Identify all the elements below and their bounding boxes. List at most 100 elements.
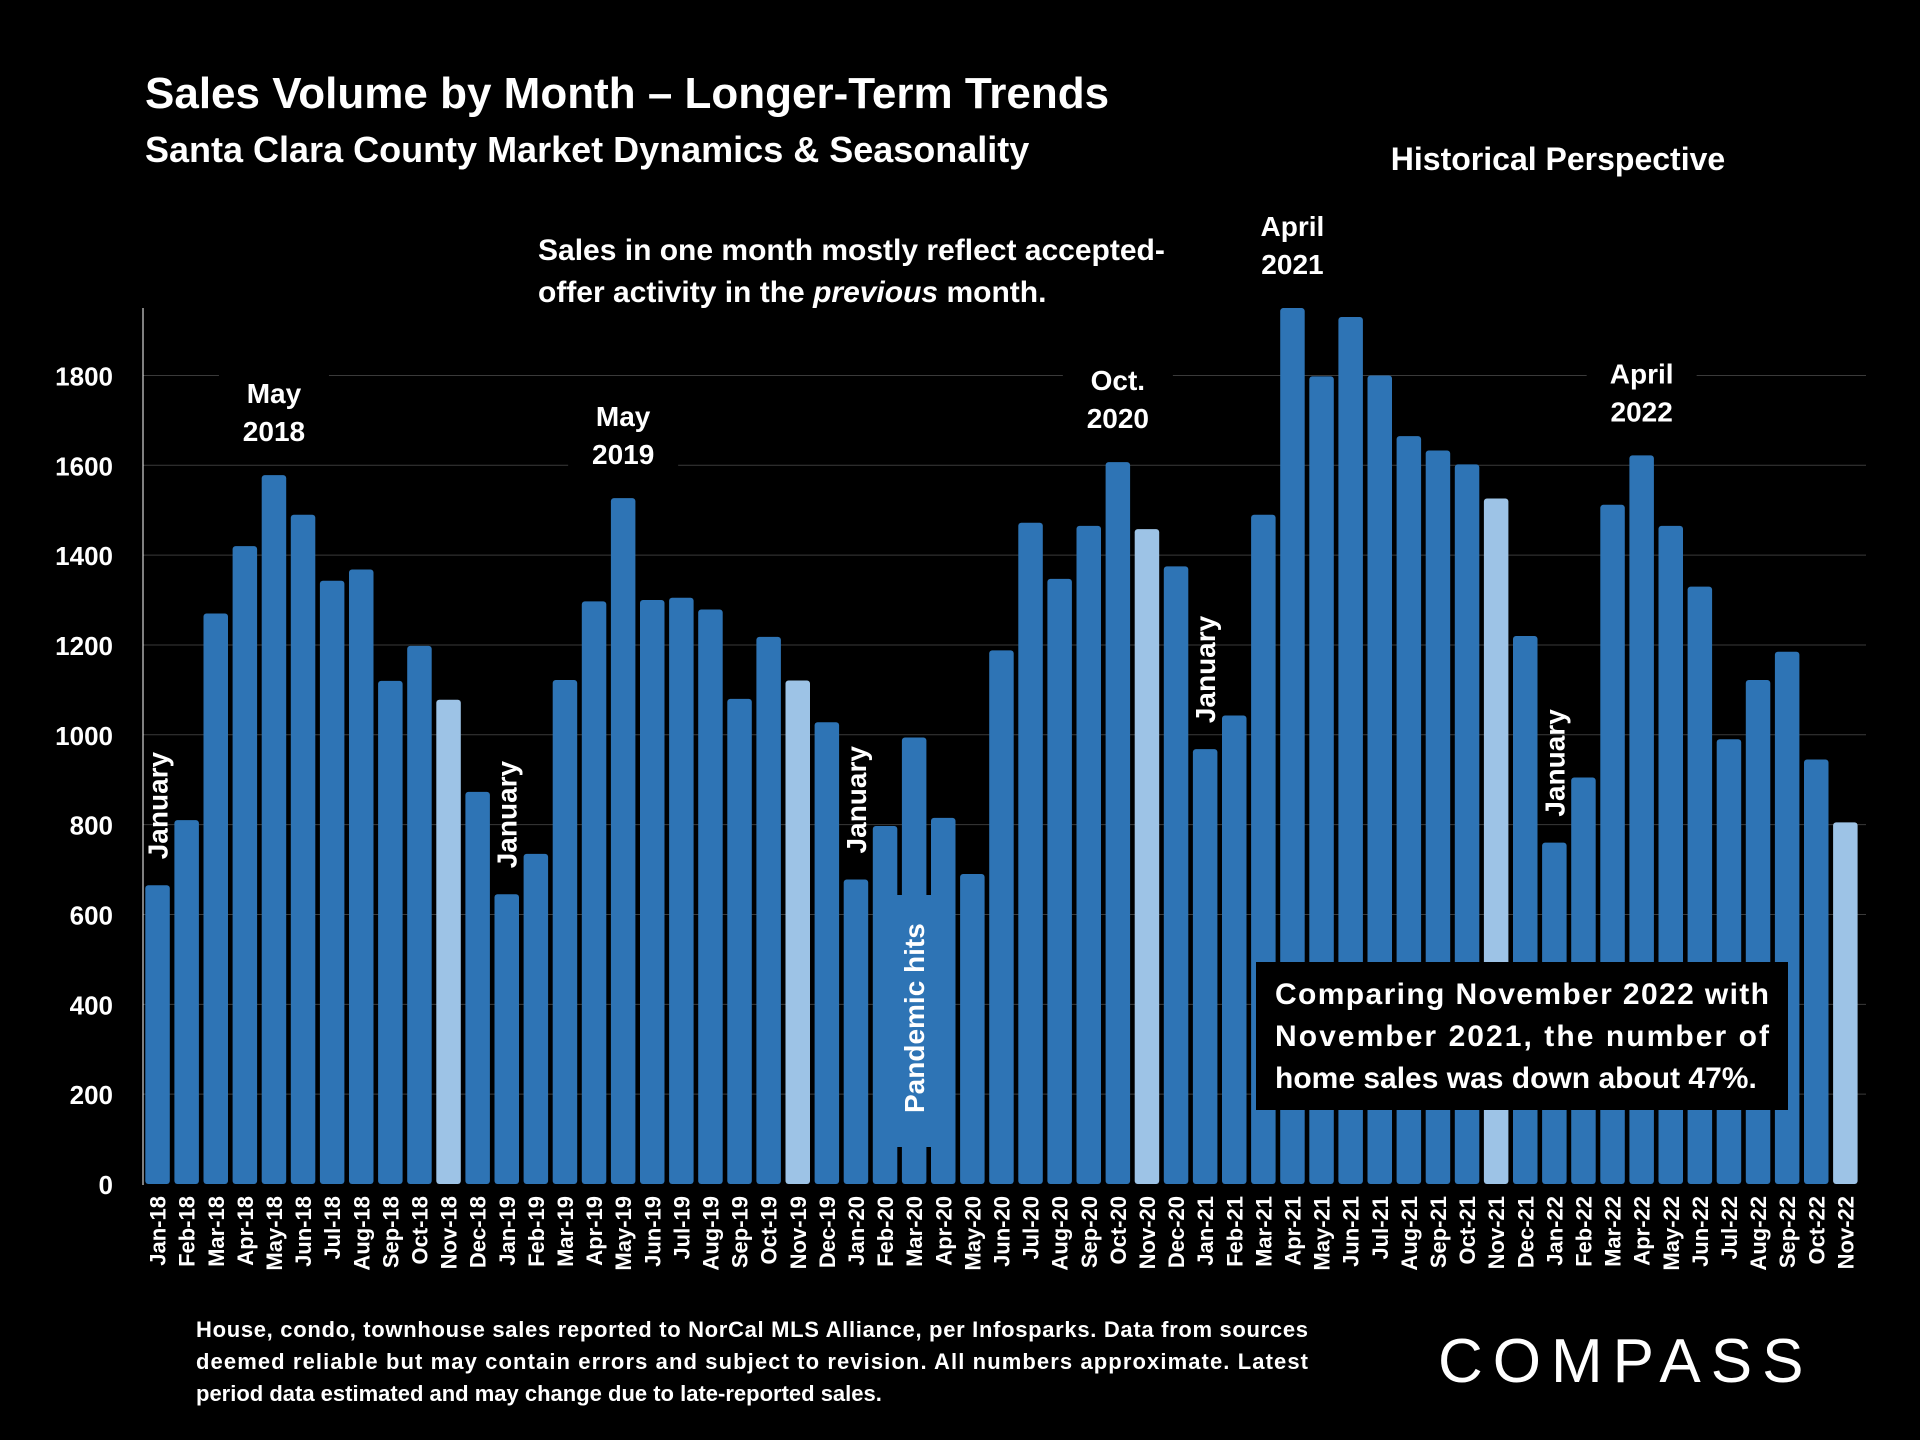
y-tick-label: 200	[70, 1080, 113, 1110]
bar-jan-19	[494, 894, 519, 1184]
x-tick-label: Jan-20	[844, 1196, 869, 1266]
bar-feb-21	[1222, 715, 1247, 1184]
bar-aug-19	[698, 609, 723, 1184]
x-tick-label: Sep-22	[1775, 1196, 1800, 1268]
y-tick-label: 1600	[55, 451, 113, 481]
y-tick-label: 1400	[55, 541, 113, 571]
january-label: January	[1539, 709, 1570, 817]
x-tick-label: Oct-22	[1804, 1196, 1829, 1264]
x-tick-label: Feb-20	[873, 1196, 898, 1267]
y-tick-label: 1200	[55, 631, 113, 661]
bar-may-19	[610, 498, 636, 1184]
x-tick-label: Oct-18	[407, 1196, 432, 1264]
footer-line-3: period data estimated and may change due…	[196, 1381, 882, 1406]
note-line-2-prefix: offer activity in the	[538, 276, 813, 309]
bar-feb-19	[523, 853, 549, 1184]
x-tick-label: Aug-19	[698, 1196, 723, 1271]
bar-sep-20	[1076, 525, 1101, 1184]
x-tick-label: Jul-21	[1368, 1196, 1393, 1260]
peak-label-line: May	[247, 378, 302, 409]
x-tick-label: Apr-22	[1630, 1196, 1655, 1266]
bar-jul-19	[669, 597, 694, 1184]
historical-perspective-label: Historical Perspective	[1391, 141, 1725, 177]
x-tick-label: Dec-20	[1164, 1196, 1189, 1268]
x-tick-label: Aug-22	[1746, 1196, 1771, 1271]
note-line-2-suffix: month.	[938, 276, 1046, 309]
peak-label-line: Oct.	[1091, 365, 1145, 396]
x-tick-label: Oct-19	[757, 1196, 782, 1264]
pandemic-label-background	[886, 895, 943, 1147]
x-tick-label: Aug-21	[1397, 1196, 1422, 1271]
peak-label: Oct. 2020	[1087, 365, 1149, 434]
comparison-line-3: home sales was down about 47%.	[1275, 1062, 1757, 1095]
bar-nov-18	[436, 699, 461, 1184]
bar-aug-20	[1047, 578, 1072, 1184]
x-tick-label: Sep-21	[1426, 1196, 1451, 1268]
bar-feb-18	[174, 820, 199, 1184]
x-tick-label: Jan-22	[1542, 1196, 1567, 1266]
bar-sep-19	[727, 698, 752, 1184]
peak-label-line: April	[1610, 358, 1674, 389]
january-label: January	[492, 760, 523, 868]
x-tick-label: Jan-21	[1193, 1196, 1218, 1266]
x-tick-label: Oct-21	[1455, 1196, 1480, 1264]
x-tick-label: Apr-18	[233, 1196, 258, 1266]
note-line-2-emphasis: previous	[812, 276, 938, 309]
x-tick-label: Feb-22	[1571, 1196, 1596, 1267]
peak-label-background	[1586, 351, 1697, 436]
x-tick-label: Jun-18	[291, 1196, 316, 1267]
peak-label-line: 2021	[1261, 249, 1323, 280]
x-tick-label: Sep-18	[378, 1196, 403, 1268]
peak-label: May 2019	[592, 401, 654, 470]
peak-label: May 2018	[243, 378, 305, 447]
bar-may-20	[960, 874, 985, 1184]
bar-may-18	[261, 475, 287, 1184]
x-tick-label: Feb-18	[175, 1196, 200, 1267]
x-tick-label: Feb-21	[1222, 1196, 1247, 1267]
peak-label-line: 2019	[592, 439, 654, 470]
x-tick-label: May-22	[1659, 1196, 1684, 1271]
peak-label: April 2021	[1261, 211, 1325, 280]
x-tick-label: Jun-21	[1339, 1196, 1364, 1267]
x-tick-label: Nov-19	[786, 1196, 811, 1269]
bar-jun-19	[640, 600, 665, 1184]
note-background	[532, 222, 1192, 322]
bar-mar-19	[552, 679, 578, 1184]
y-tick-label: 1000	[55, 721, 113, 751]
peak-label-line: May	[596, 401, 651, 432]
peak-label-line: 2018	[243, 416, 305, 447]
x-tick-label: Mar-22	[1601, 1196, 1626, 1267]
y-tick-label: 800	[70, 811, 113, 841]
x-tick-label: Nov-22	[1833, 1196, 1858, 1269]
note-text: Sales in one month mostly reflect accept…	[538, 234, 1173, 309]
january-label: January	[1190, 615, 1221, 723]
y-tick-label: 1800	[55, 361, 113, 391]
peak-label: April 2022	[1610, 358, 1674, 427]
x-tick-label: Mar-21	[1251, 1196, 1276, 1267]
x-tick-label: Jan-19	[495, 1196, 520, 1266]
note-line-1: Sales in one month mostly reflect accept…	[538, 234, 1165, 267]
bar-oct-19	[756, 636, 781, 1184]
x-tick-label: Apr-20	[931, 1196, 956, 1266]
y-axis: 0 200 400 600 800 1000 1200 1400 1600 1800	[55, 361, 113, 1200]
bar-jul-20	[1018, 522, 1043, 1184]
x-tick-label: May-21	[1310, 1196, 1335, 1271]
x-tick-label: Apr-21	[1280, 1196, 1305, 1266]
compass-logo: COMPASS	[1438, 1327, 1813, 1396]
peak-label-background	[568, 394, 679, 479]
x-axis-labels: Jan-18 Feb-18 Mar-18 Apr-18 May-18 Jun-18 Jul-…	[146, 1196, 1859, 1271]
bar-apr-19	[581, 601, 607, 1184]
x-tick-label: Aug-20	[1048, 1196, 1073, 1271]
bar-dec-18	[465, 791, 490, 1184]
x-tick-label: Sep-19	[728, 1196, 753, 1268]
x-tick-label: Dec-18	[466, 1196, 491, 1268]
january-label: January	[143, 751, 174, 859]
bar-dec-19	[814, 722, 840, 1184]
bar-jun-20	[989, 650, 1014, 1184]
x-tick-label: May-19	[611, 1196, 636, 1271]
bar-oct-18	[407, 645, 432, 1184]
bar-aug-18	[349, 569, 374, 1184]
x-tick-label: Dec-19	[815, 1196, 840, 1268]
peak-label-line: 2022	[1611, 396, 1673, 427]
